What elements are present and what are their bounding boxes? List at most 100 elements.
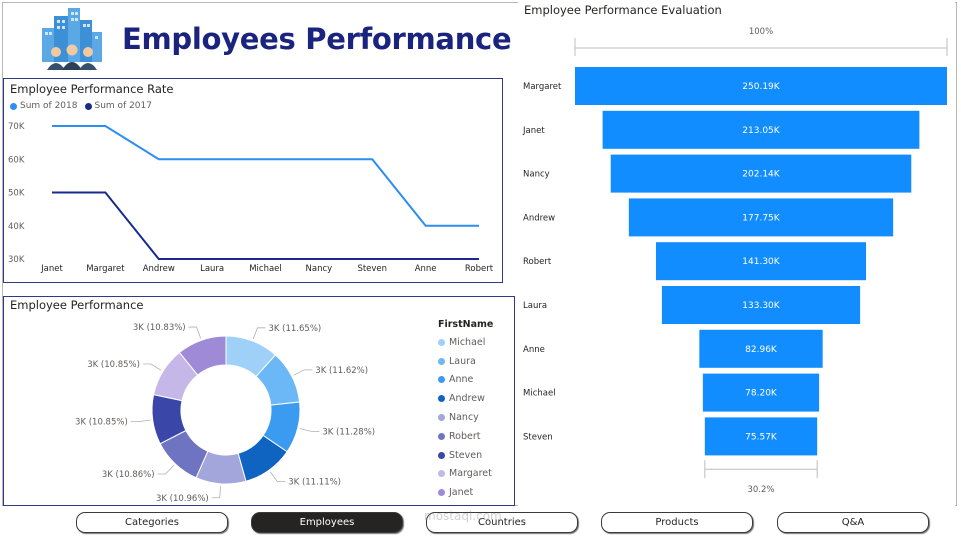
line-chart-panel[interactable]: Employee Performance Rate Sum of 2018 Su… xyxy=(3,78,503,283)
donut-leader-line xyxy=(157,464,175,475)
funnel-bar-label: 250.19K xyxy=(742,82,780,92)
nav-button-qa[interactable]: Q&A xyxy=(777,512,929,533)
legend-dot-2017 xyxy=(84,102,92,110)
funnel-chart-plot: 100% 250.19K Margaret 213.05K Janet 202.14K Na… xyxy=(522,27,948,495)
funnel-bar-label: 177.75K xyxy=(742,213,780,223)
x-tick-label: Steven xyxy=(357,264,387,274)
nav-button-categories[interactable]: Categories xyxy=(76,512,228,533)
legend-dot xyxy=(438,489,445,497)
donut-data-label: 3K (10.86%) xyxy=(102,470,155,480)
donut-legend-item-janet[interactable]: Janet xyxy=(438,483,493,502)
series-line-sum-of-2017[interactable] xyxy=(52,191,479,260)
donut-data-label: 3K (11.11%) xyxy=(288,478,341,488)
donut-legend-item-michael[interactable]: Michael xyxy=(438,333,493,352)
funnel-bar-janet[interactable] xyxy=(602,110,920,149)
legend-label: Robert xyxy=(449,430,481,442)
donut-legend-item-laura[interactable]: Laura xyxy=(438,352,493,371)
donut-legend-item-robert[interactable]: Robert xyxy=(438,427,493,446)
funnel-bar-andrew[interactable] xyxy=(628,198,894,237)
funnel-category-label: Laura xyxy=(523,301,547,311)
legend-label: Margaret xyxy=(449,468,492,480)
legend-dot-2018 xyxy=(10,102,17,110)
funnel-category-label: Robert xyxy=(523,257,552,267)
nav-button-employees[interactable]: Employees xyxy=(251,512,403,533)
donut-leader-line xyxy=(130,419,151,422)
donut-chart-plot: 3K (11.65%) 3K (11.62%) 3K (11.28%) 3K (11.… xyxy=(75,323,375,504)
y-tick-label: 50K xyxy=(8,189,25,199)
donut-chart-title: Employee Performance xyxy=(10,298,144,312)
donut-leader-line xyxy=(299,428,320,432)
funnel-category-label: Janet xyxy=(522,126,545,136)
donut-leader-line xyxy=(211,485,221,499)
funnel-bar-robert[interactable] xyxy=(655,242,867,281)
y-tick-label: 60K xyxy=(8,155,25,165)
funnel-bar-label: 213.05K xyxy=(742,126,780,136)
nav-button-products[interactable]: Products xyxy=(601,512,753,533)
page-title: Employees Performance xyxy=(122,22,512,56)
legend-label: Steven xyxy=(449,449,483,461)
donut-legend-item-nancy[interactable]: Nancy xyxy=(438,408,493,427)
donut-legend: FirstName Michael Laura Anne Andrew Nancy Rob… xyxy=(438,319,493,502)
funnel-bar-margaret[interactable] xyxy=(575,67,947,105)
donut-leader-line xyxy=(252,327,266,340)
funnel-bar-label: 82.96K xyxy=(745,345,778,355)
funnel-category-label: Andrew xyxy=(523,213,555,223)
donut-data-label: 3K (10.83%) xyxy=(133,323,186,333)
donut-chart-panel[interactable]: Employee Performance 3K (11.65%) 3K (11.6… xyxy=(3,296,515,506)
funnel-bottom-percent: 30.2% xyxy=(747,485,774,495)
line-chart-plot: 30K 40K 50K 60K 70K Janet Margaret Andrew Laura M… xyxy=(8,122,494,274)
funnel-bar-label: 75.57K xyxy=(745,432,778,442)
x-tick-label: Laura xyxy=(200,264,224,274)
donut-legend-item-margaret[interactable]: Margaret xyxy=(438,465,493,484)
funnel-bar-laura[interactable] xyxy=(661,286,861,324)
legend-dot xyxy=(438,357,445,365)
donut-leader-line xyxy=(142,363,162,371)
line-chart-title: Employee Performance Rate xyxy=(10,82,174,96)
funnel-category-label: Margaret xyxy=(523,82,562,92)
funnel-bar-label: 141.30K xyxy=(742,257,780,267)
funnel-bar-anne[interactable] xyxy=(699,329,823,368)
donut-slice-janet[interactable] xyxy=(178,335,227,376)
watermark: mostaql.com xyxy=(424,509,502,523)
x-tick-label: Nancy xyxy=(306,264,333,274)
legend-label: Michael xyxy=(449,336,486,348)
donut-data-label: 3K (11.28%) xyxy=(322,427,375,437)
donut-leader-line xyxy=(188,326,202,339)
x-tick-label: Robert xyxy=(465,264,494,274)
y-tick-label: 70K xyxy=(8,122,25,132)
donut-legend-item-steven[interactable]: Steven xyxy=(438,446,493,465)
funnel-chart-title: Employee Performance Evaluation xyxy=(524,3,722,17)
legend-label: Laura xyxy=(449,355,476,367)
legend-dot xyxy=(438,432,445,440)
y-tick-label: 40K xyxy=(8,222,25,232)
legend-dot xyxy=(438,376,445,384)
donut-data-label: 3K (11.62%) xyxy=(315,366,368,376)
x-tick-label: Anne xyxy=(415,264,437,274)
donut-data-label: 3K (10.85%) xyxy=(87,360,140,370)
donut-legend-title: FirstName xyxy=(438,319,494,330)
x-tick-label: Janet xyxy=(40,264,63,274)
funnel-chart-panel[interactable]: Employee Performance Evaluation 100% 250.… xyxy=(518,2,955,506)
nav-button-countries[interactable]: Countries xyxy=(426,512,578,533)
funnel-bar-nancy[interactable] xyxy=(610,154,912,193)
funnel-bar-michael[interactable] xyxy=(702,373,820,412)
donut-legend-item-andrew[interactable]: Andrew xyxy=(438,389,493,408)
funnel-bar-steven[interactable] xyxy=(704,417,818,456)
x-tick-label: Andrew xyxy=(143,264,175,274)
donut-data-label: 3K (10.85%) xyxy=(75,418,128,428)
legend-dot xyxy=(438,395,445,403)
funnel-bar-label: 78.20K xyxy=(745,389,778,399)
donut-data-label: 3K (11.65%) xyxy=(268,324,321,334)
x-tick-label: Michael xyxy=(249,264,282,274)
legend-dot xyxy=(438,451,445,459)
donut-leader-line xyxy=(293,369,313,376)
legend-label: Andrew xyxy=(449,393,485,405)
series-line-sum-of-2018[interactable] xyxy=(52,125,479,227)
legend-label-2017: Sum of 2017 xyxy=(94,101,153,111)
page-navigation: Categories Employees Countries Products … xyxy=(0,512,961,536)
legend-dot xyxy=(438,338,445,346)
donut-legend-item-anne[interactable]: Anne xyxy=(438,371,493,390)
donut-leader-line xyxy=(269,471,286,482)
x-tick-label: Margaret xyxy=(86,264,125,274)
funnel-category-label: Nancy xyxy=(523,170,550,180)
